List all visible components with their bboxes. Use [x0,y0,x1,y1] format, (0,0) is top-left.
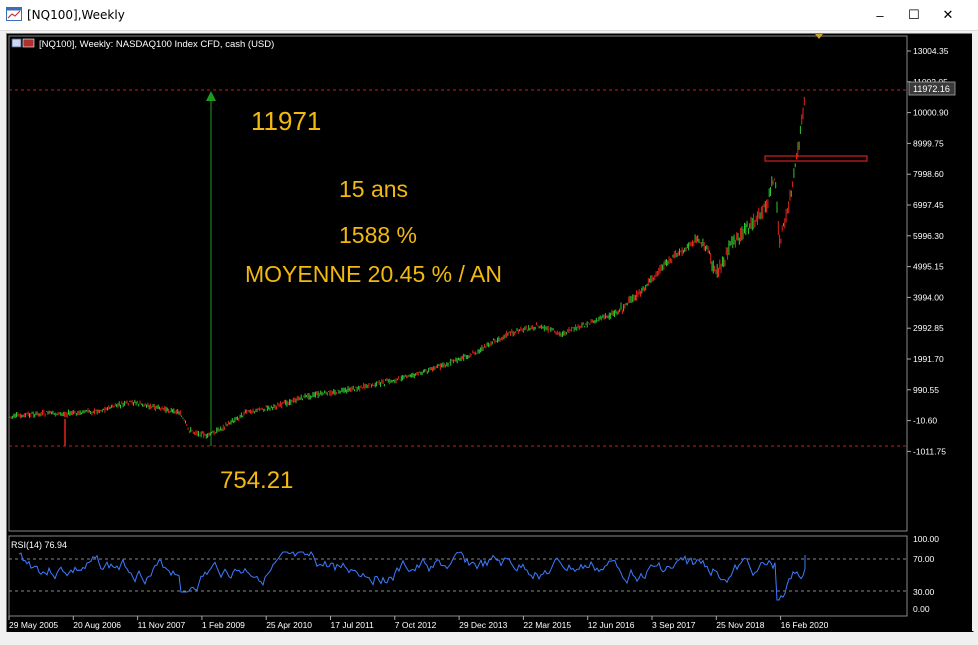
rsi-axis-label: 30.00 [913,587,935,597]
time-axis-label: 16 Feb 2020 [781,620,829,630]
price-axis-label: 4995.15 [913,262,944,272]
window-title: [NQ100],Weekly [27,8,125,22]
time-axis: 29 May 2005 20 Aug 2006 11 Nov 2007 1 Feb 2… [8,616,829,630]
rsi-panel-border [8,535,908,617]
close-button[interactable]: ✕ [931,0,965,30]
time-axis-label: 11 Nov 2007 [138,620,186,630]
price-axis-label: 8999.75 [913,138,944,148]
time-axis-label: 22 Mar 2015 [523,620,571,630]
symbol-flag-icon [11,38,35,48]
status-strip [0,632,978,645]
maximize-icon: ☐ [908,7,920,22]
chart-window-icon [6,7,22,21]
minimize-icon: – [876,7,884,23]
annotation-years: 15 ans [339,176,408,202]
time-axis-label: 25 Apr 2010 [266,620,312,630]
right-scrollbar[interactable] [972,33,978,631]
time-axis-label: 7 Oct 2012 [395,620,437,630]
rsi-axis-label: 0.00 [913,604,930,614]
price-axis-label: 2992.85 [913,323,944,333]
price-axis-label: 1991.70 [913,354,944,364]
price-axis-label: 3994.00 [913,292,944,302]
chart-area[interactable]: [NQ100], Weekly: NASDAQ100 Index CFD, ca… [6,33,974,633]
rsi-label: RSI(14) 76.94 [11,540,67,550]
rsi-axis-label: 70.00 [913,554,935,564]
price-axis-label: 6997.45 [913,200,944,210]
current-price-label: 11972.16 [913,84,950,94]
chart-canvas[interactable]: [NQ100], Weekly: NASDAQ100 Index CFD, ca… [7,34,973,632]
window-titlebar: [NQ100],Weekly – ☐ ✕ [0,0,978,31]
current-price-badge [908,81,956,96]
price-axis-label: -10.60 [913,416,937,426]
time-axis-label: 17 Jul 2011 [331,620,375,630]
maximize-button[interactable]: ☐ [897,0,931,30]
chart-header: [NQ100], Weekly: NASDAQ100 Index CFD, ca… [39,39,274,50]
candlestick-series [9,96,805,439]
rsi-axis-label: 100.00 [913,534,939,544]
time-axis-label: 29 Dec 2013 [459,620,507,630]
rsi-line [18,551,806,601]
minimize-button[interactable]: – [863,0,897,30]
time-axis-label: 20 Aug 2006 [73,620,121,630]
time-axis-label: 1 Feb 2009 [202,620,245,630]
main-panel-border [8,35,908,532]
growth-arrow-head [206,91,216,101]
annotation-average: MOYENNE 20.45 % / AN [245,261,502,287]
time-axis-label: 3 Sep 2017 [652,620,696,630]
annotation-top-value: 11971 [251,106,321,136]
price-axis-label: 990.55 [913,385,939,395]
close-icon: ✕ [942,7,954,22]
support-zone-rect[interactable] [764,155,868,162]
rsi-axis: 100.00 70.00 30.00 0.00 [913,534,939,614]
time-axis-label: 25 Nov 2018 [716,620,764,630]
price-axis-label: -1011.75 [913,446,946,456]
annotation-percent: 1588 % [339,222,417,248]
price-axis-label: 5996.30 [913,231,944,241]
current-bar-marker-icon [815,34,823,39]
price-axis-label: 10000.90 [913,108,949,118]
time-axis-label: 12 Jun 2016 [588,620,635,630]
price-axis-label: 13004.35 [913,46,949,56]
price-axis-label: 7998.60 [913,169,944,179]
annotation-low-value: 754.21 [220,467,293,494]
time-axis-label: 29 May 2005 [9,620,58,630]
price-axis: 13004.3511002.0510000.908999.757998.6069… [907,46,949,456]
